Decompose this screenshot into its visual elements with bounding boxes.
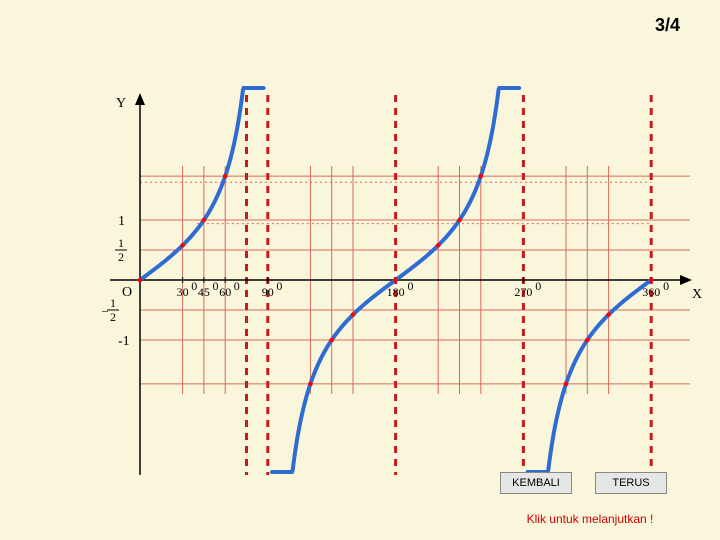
back-button[interactable]: KEMBALI: [500, 472, 572, 494]
y-tick-label: 1: [118, 214, 125, 229]
plot-point: [457, 218, 462, 223]
plot-point: [436, 243, 441, 248]
tan-chart: YXO112–12-1300450600900180027003600: [0, 0, 720, 540]
svg-text:0: 0: [663, 279, 669, 293]
plot-point: [138, 278, 143, 283]
plot-point: [393, 278, 398, 283]
plot-point: [351, 312, 356, 317]
next-button[interactable]: TERUS: [595, 472, 667, 494]
plot-point: [202, 218, 207, 223]
plot-point: [585, 338, 590, 343]
svg-text:0: 0: [191, 279, 197, 293]
plot-point: [308, 382, 313, 387]
tan-curve: [528, 280, 652, 472]
plot-point: [180, 243, 185, 248]
plot-point: [564, 382, 569, 387]
x-tick-label: 45: [198, 285, 210, 299]
svg-text:2: 2: [110, 310, 116, 324]
plot-point: [223, 174, 228, 179]
svg-text:2: 2: [118, 250, 124, 264]
x-tick-label: 60: [219, 285, 231, 299]
plot-point: [479, 174, 484, 179]
svg-text:0: 0: [213, 279, 219, 293]
y-axis-label: Y: [116, 96, 126, 111]
x-tick-label: 270: [514, 285, 532, 299]
svg-text:1: 1: [118, 236, 124, 250]
plot-point: [649, 278, 654, 283]
svg-text:0: 0: [535, 279, 541, 293]
plot-point: [606, 312, 611, 317]
origin-label: O: [122, 285, 132, 300]
x-tick-label: 90: [262, 285, 274, 299]
svg-text:1: 1: [110, 296, 116, 310]
plot-point: [329, 338, 334, 343]
x-axis-label: X: [692, 287, 702, 302]
svg-text:0: 0: [234, 279, 240, 293]
svg-text:0: 0: [408, 279, 414, 293]
continue-hint: Klik untuk melanjutkan !: [500, 512, 680, 526]
svg-text:0: 0: [276, 279, 282, 293]
x-tick-label: 30: [177, 285, 189, 299]
y-tick-label: -1: [118, 334, 130, 349]
